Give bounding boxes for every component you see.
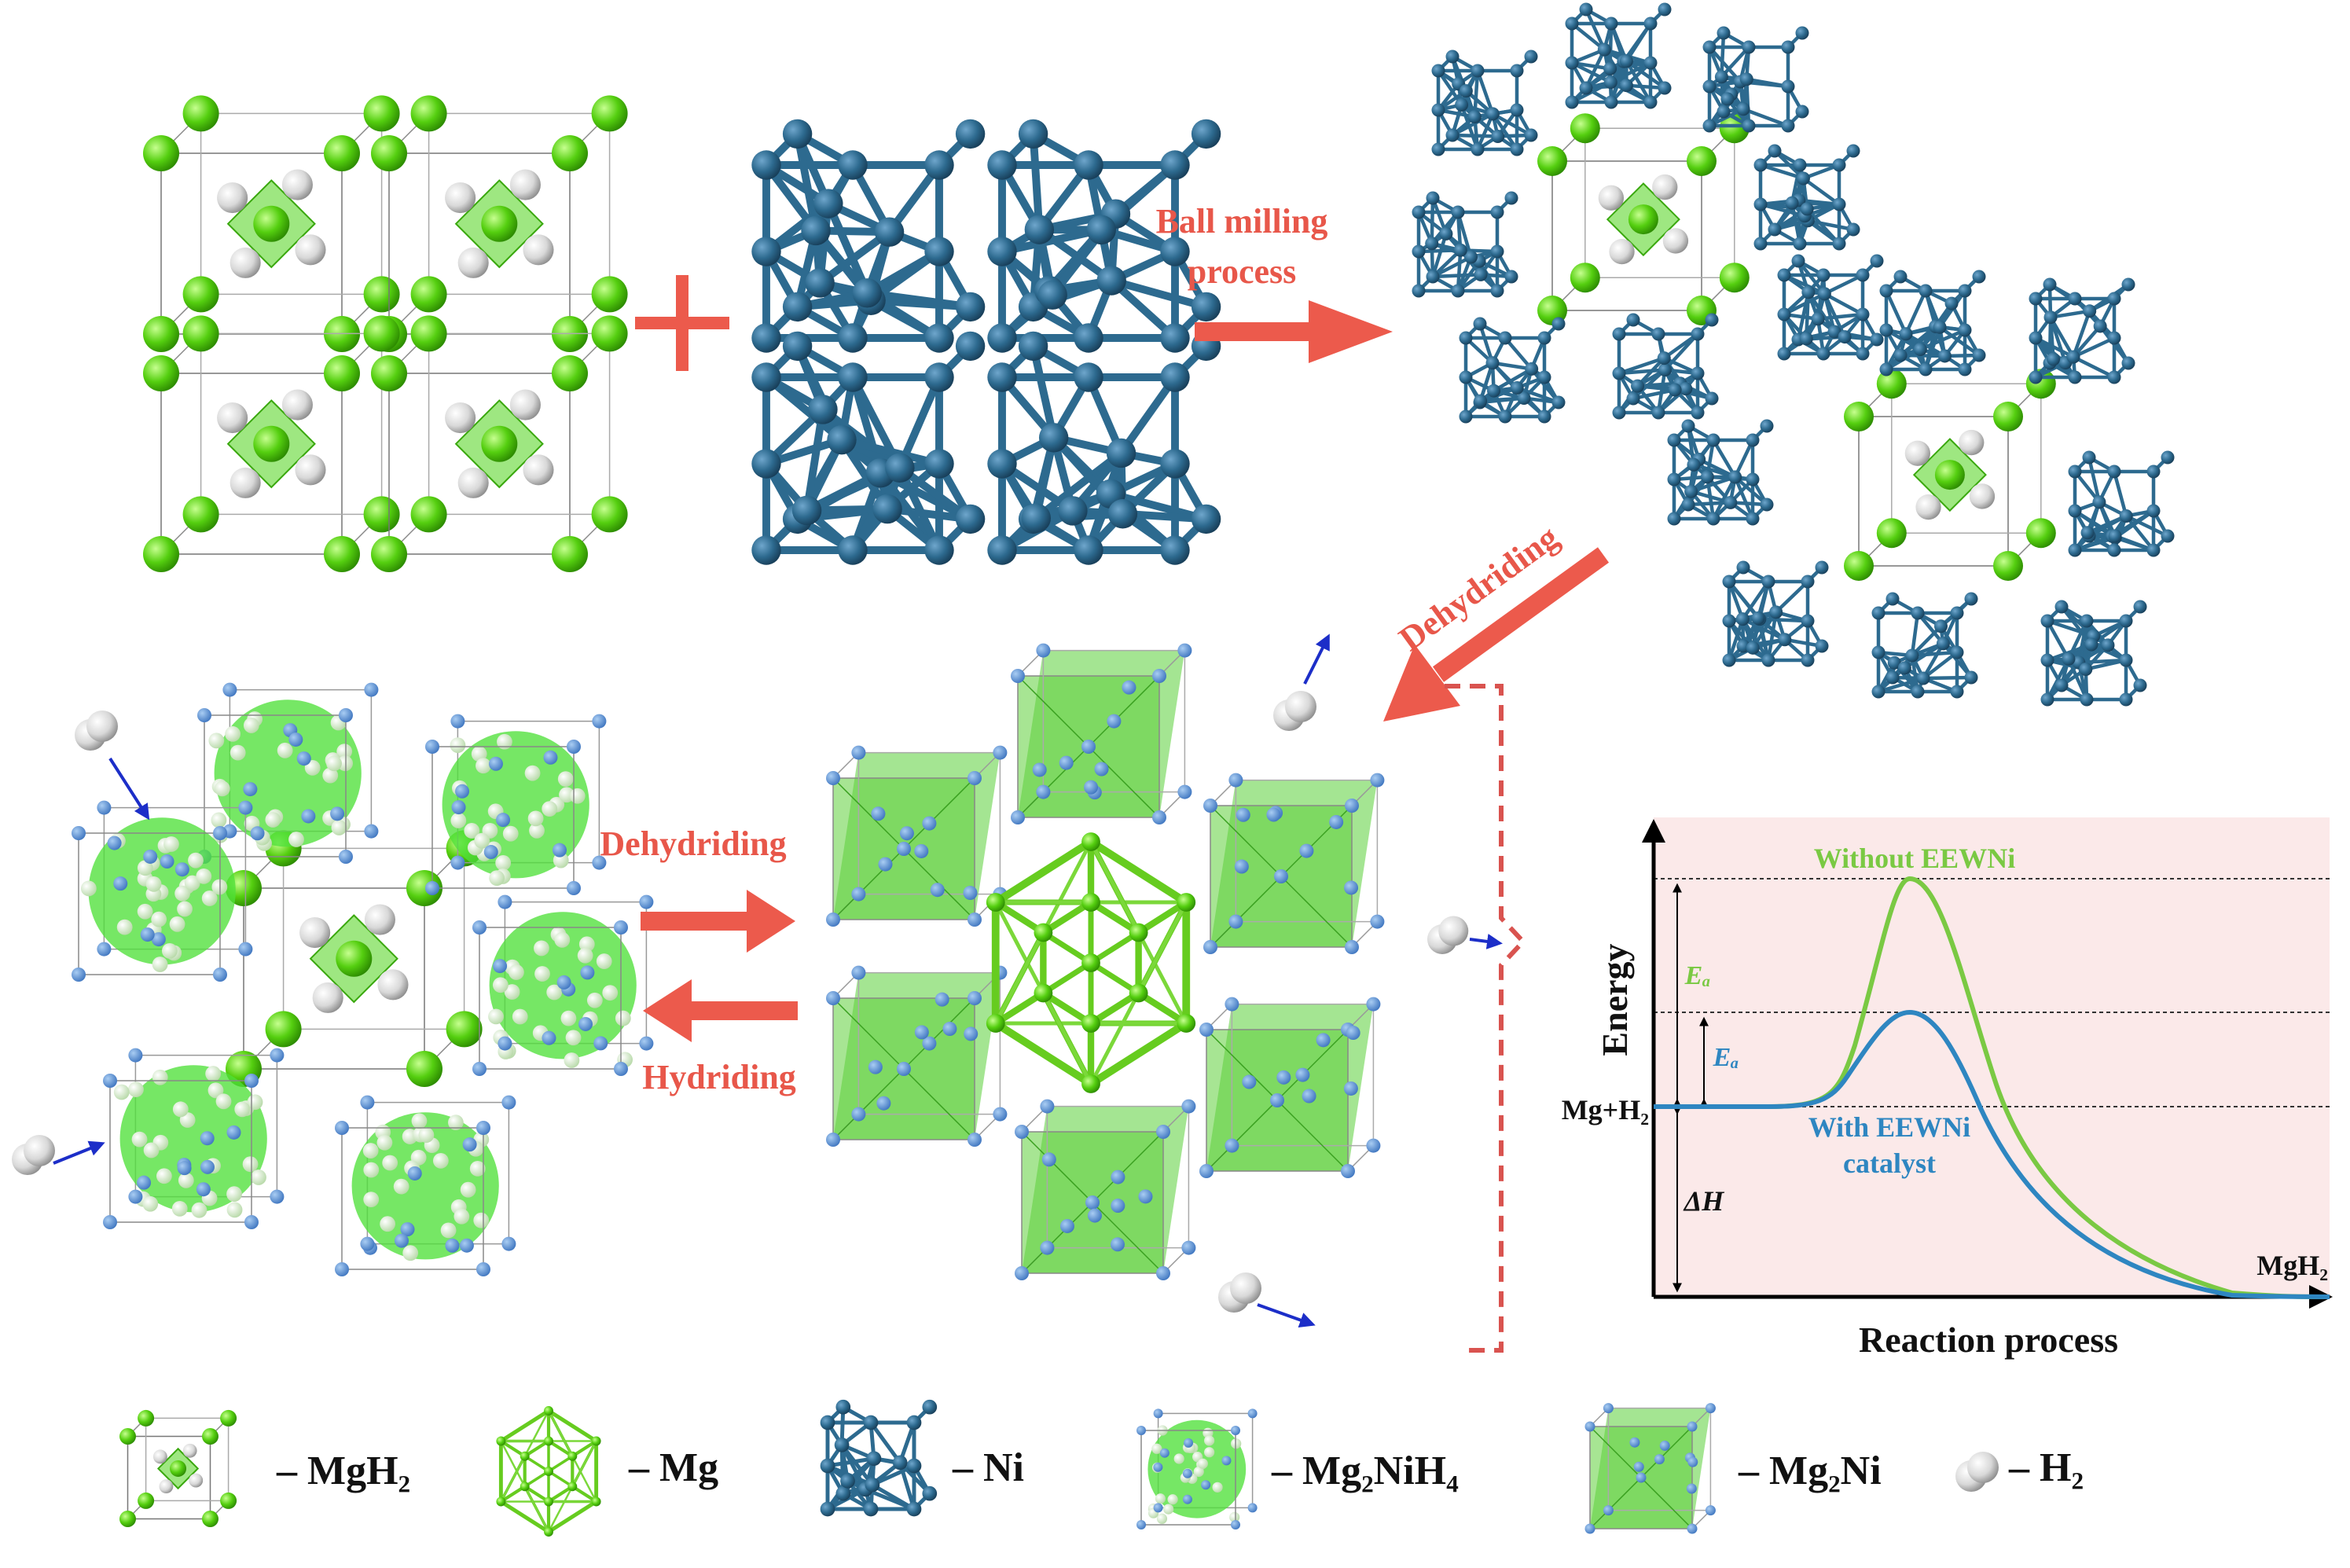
ni-unit — [1872, 593, 1978, 699]
mgh2-unit — [119, 1410, 237, 1527]
mgh2-unit — [371, 95, 628, 352]
h2-flow-arrow — [1470, 939, 1500, 943]
with-catalyst-label-line2: catalyst — [1843, 1148, 1936, 1179]
h2-molecule — [1955, 1452, 1999, 1492]
mg2ni-crystals — [826, 644, 1716, 1534]
h2-molecule — [1273, 691, 1316, 731]
ni-unit — [987, 332, 1221, 565]
mgh2-unit — [143, 315, 400, 572]
h2-flow-arrow — [53, 1144, 102, 1163]
mgh2-unit — [1537, 113, 1750, 325]
mgh2-unit — [226, 830, 483, 1087]
ni-unit — [1432, 50, 1538, 156]
legend-label-mg2nih4: – Mg₂NiH₄ — [1271, 1449, 1459, 1493]
ni-unit — [2069, 451, 2175, 557]
plus-sign — [635, 275, 729, 371]
mg2nih4-unit — [1136, 1408, 1258, 1529]
ni-unit — [1880, 270, 1986, 376]
mg-unit — [496, 1406, 600, 1537]
ni-unit — [751, 119, 985, 353]
ball-milling-label-line2: process — [1188, 252, 1297, 291]
ball-milling-arrow — [1195, 300, 1393, 363]
hydriding-arrow — [643, 979, 798, 1042]
mgh2-unit — [371, 315, 628, 572]
mgh2-unit — [143, 95, 400, 352]
end-state-label: MgH₂ — [2256, 1250, 2328, 1281]
energy-chart: Energy Reaction process Mg+H₂ MgH₂ Witho… — [1562, 817, 2330, 1360]
energy-ylabel: Energy — [1595, 943, 1635, 1056]
ni-unit — [1703, 27, 1809, 133]
ea-without-label: Eₐ — [1684, 961, 1711, 990]
legend-label-mg2ni: – Mg₂Ni — [1738, 1449, 1882, 1493]
h2-molecule — [1218, 1272, 1261, 1313]
h2-flow-arrow — [1305, 637, 1328, 684]
ea-with-label: Eₐ — [1713, 1043, 1739, 1072]
h2-molecule — [1427, 916, 1468, 954]
mg2ni-unit — [1203, 773, 1384, 954]
ni-unit — [1754, 145, 1860, 251]
mgh2-unit — [1844, 369, 2056, 581]
mg2nih4-unit — [425, 714, 606, 895]
legend-label-mg: – Mg — [628, 1445, 718, 1490]
ni-unit — [1412, 192, 1518, 298]
mg-unit — [986, 832, 1195, 1093]
ni-unit — [1723, 561, 1829, 667]
mg2ni-unit — [1585, 1403, 1716, 1533]
mg2nih4-unit — [335, 1096, 516, 1276]
h2-molecule — [75, 711, 118, 751]
dehydriding-label: Dehydriding — [600, 824, 786, 863]
dehydriding-arrow — [641, 890, 795, 953]
ni-unit — [1778, 255, 1884, 361]
mg2ni-unit — [1199, 997, 1380, 1178]
delta-h-label: ΔH — [1683, 1185, 1725, 1217]
ni-unit — [2041, 600, 2147, 707]
mg2ni-unit — [826, 966, 1007, 1147]
ni-unit — [1668, 420, 1774, 526]
ball-milling-label: Ball milling — [1156, 202, 1328, 241]
ni-unit — [821, 1400, 938, 1517]
legend-label-h2: – H₂ — [2008, 1445, 2084, 1490]
ni-unit — [1613, 314, 1719, 420]
mg2ni-unit — [1015, 1100, 1195, 1280]
hydriding-label: Hydriding — [642, 1058, 796, 1096]
h2-flow-arrow — [1258, 1305, 1313, 1324]
mg2nih4-unit — [472, 895, 653, 1076]
ni-unit — [2029, 278, 2135, 384]
energy-xlabel: Reaction process — [1859, 1320, 2118, 1360]
h2-flow-arrow — [110, 758, 148, 817]
start-state-label: Mg+H₂ — [1562, 1094, 1649, 1126]
mg2ni-unit — [826, 746, 1007, 927]
ni-unit — [751, 332, 985, 565]
with-catalyst-label: With EEWNi — [1808, 1111, 1970, 1143]
mg2ni-unit — [1011, 644, 1192, 824]
h2-molecule — [12, 1135, 55, 1175]
dashed-bracket — [1445, 686, 1523, 1350]
ni-unit — [1566, 3, 1672, 109]
energy-chart-background — [1654, 817, 2330, 1297]
without-catalyst-label: Without EEWNi — [1814, 843, 2015, 874]
legend-label-ni: – Ni — [952, 1445, 1024, 1490]
legend-label-mgh2: – MgH₂ — [276, 1449, 410, 1493]
ni-unit — [1460, 318, 1566, 424]
